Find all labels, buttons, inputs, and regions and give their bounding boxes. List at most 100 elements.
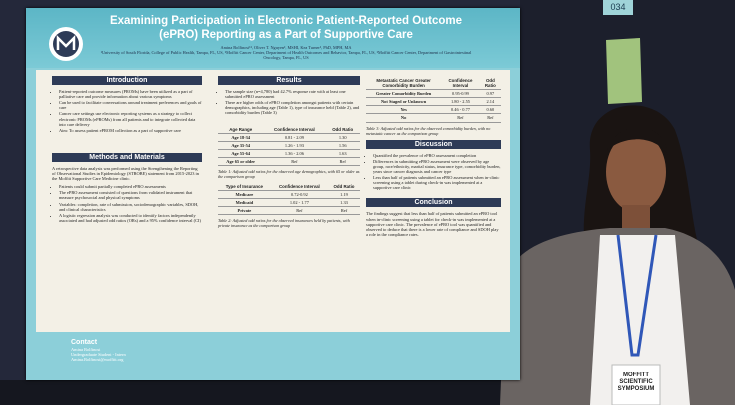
contact-lines: Amina Bolfinosi Undergraduate Student - I… <box>71 347 126 362</box>
table-cell: 0.95-0.99 <box>441 89 480 99</box>
table-cell: 1.19 <box>328 190 360 200</box>
column-1: Introduction Patient-reported outcome me… <box>52 72 202 224</box>
table-row: Yes 0.46 - 0.77 0.60 <box>366 105 501 115</box>
table-cell: Private <box>218 206 271 216</box>
bullet: Variables: completion, rate of submissio… <box>59 202 202 212</box>
contact-line: Undergraduate Student - Intern <box>71 352 126 357</box>
header-cell: Confidence Interval <box>441 77 480 91</box>
affiliations: ¹University of South Florida, College of… <box>100 50 472 60</box>
bullet-list: Patient-reported outcome measures (PROMs… <box>52 89 202 133</box>
bullet: Can be used to facilitate conversations … <box>59 100 202 110</box>
table-row: Not Staged or Unknown 1.80 - 2.55 2.14 <box>366 97 501 107</box>
bullet: There are higher odds of ePRO completion… <box>225 100 360 115</box>
contact-line: Amina Bolfinosi <box>71 347 101 352</box>
bullet: The ePRO assessment consisted of questio… <box>59 190 202 200</box>
bullet: The sample size (n=4,780) had 42.7% resp… <box>225 89 360 99</box>
contact: Contact Amina Bolfinosi Undergraduate Stu… <box>71 338 126 362</box>
table-header-row: Type of Insurance Confidence Interval Odd … <box>218 183 360 192</box>
section-heading: Conclusion <box>366 198 501 208</box>
column-3: Metastatic Cancer Greater Comorbidity Bu… <box>366 74 501 240</box>
table-cell: 0.97 <box>479 89 501 99</box>
table-cell: 1.56 <box>325 141 360 150</box>
table-cell: Medicaid <box>218 198 271 208</box>
section-heading: Discussion <box>366 139 501 149</box>
name-tag-text-box: MOFFITT SCIENTIFIC SYMPOSIUM <box>618 372 655 392</box>
table-cell: Ref <box>270 206 329 216</box>
table-cell: Yes <box>366 105 442 115</box>
table-cell: Age 18-34 <box>218 133 264 142</box>
column-2: Results The sample size (n=4,780) had 42… <box>218 72 360 232</box>
section-heading: Introduction <box>52 76 202 86</box>
table-cell: 2.14 <box>479 97 501 107</box>
table-row: Age 35-54 1.26 - 1.93 1.56 <box>218 141 360 150</box>
table-caption: Table 3: Adjusted odd ratios for the obs… <box>366 125 491 136</box>
bullet: Less than half of patients submitted an … <box>373 175 501 190</box>
table-cell: 0.72-0.92 <box>270 190 329 200</box>
booth-sign <box>603 0 633 15</box>
table-row: Age 65 or older Ref Ref <box>218 157 360 167</box>
table-cell: Ref <box>328 206 360 216</box>
contact-line: Amina.Bolfinosi@moffitt.org <box>71 357 124 362</box>
lanyard <box>616 234 658 357</box>
authors-block: Amina Bolfinosi¹², Oliver T. Nguyen³, MS… <box>96 45 476 60</box>
title-banner: Examining Participation in Electronic Pa… <box>26 8 520 68</box>
header-cell: Age Range <box>218 125 264 134</box>
paragraph: A retrospective data analysis was perfor… <box>52 165 199 182</box>
authors: Amina Bolfinosi¹², Oliver T. Nguyen³, MS… <box>220 45 352 50</box>
contact-heading: Contact <box>71 339 98 346</box>
header-cell: Type of Insurance <box>218 183 271 192</box>
table-cell: Not Staged or Unknown <box>366 97 442 107</box>
header-cell: Confidence Interval <box>263 125 326 134</box>
logo <box>49 27 83 61</box>
table-cell: 1.26 - 1.93 <box>263 141 326 150</box>
table-cell: 1.80 - 2.55 <box>441 97 480 107</box>
table-row: No Ref Ref <box>366 113 501 123</box>
bullet: Aim: To assess patient ePROM collection … <box>59 128 202 133</box>
poster-body: Introduction Patient-reported outcome me… <box>36 70 510 332</box>
sticky-note <box>606 38 642 104</box>
table-cell: Ref <box>441 113 480 123</box>
shirt <box>590 235 690 405</box>
header-cell: Odd Ratio <box>325 125 360 134</box>
name-tag <box>611 364 661 405</box>
bullet: Cancer care settings use electronic repo… <box>59 111 202 126</box>
section-heading: Results <box>218 76 360 86</box>
table-cell: 0.46 - 0.77 <box>441 105 480 115</box>
table-cell: 1.36 - 2.06 <box>263 149 326 158</box>
table-cell: 1.02 - 1.77 <box>270 198 329 208</box>
table-caption: Table 2: Adjusted odd ratios for the obs… <box>218 218 350 229</box>
table-cell: 0.81 - 2.09 <box>263 133 326 142</box>
table-row: Private Ref Ref <box>218 206 360 216</box>
table-cell: Ref <box>325 157 360 167</box>
table-cell: Medicare <box>218 190 271 200</box>
table-cell: Age 55-64 <box>218 149 264 158</box>
bullet-list: Patients could submit partially complete… <box>52 184 202 223</box>
header-cell: Metastatic Cancer Greater Comorbidity Bu… <box>366 77 442 91</box>
table: Age Range Confidence Interval Odd Ratio Age… <box>218 125 360 167</box>
table-cell: Age 35-54 <box>218 141 264 150</box>
table-row: Medicare 0.72-0.92 1.19 <box>218 190 360 200</box>
bullet-list: The sample size (n=4,780) had 42.7% resp… <box>218 89 360 115</box>
bullet: A logistic regression analysis was condu… <box>59 213 202 223</box>
table-header-row: Metastatic Cancer Greater Comorbidity Bu… <box>366 77 501 91</box>
table-row: Greater Comorbidity Burden 0.95-0.99 0.97 <box>366 89 501 99</box>
bullet: Patient-reported outcome measures (PROMs… <box>59 89 202 99</box>
table-cell: Ref <box>479 113 501 123</box>
table-cell: 1.30 <box>325 133 360 142</box>
hair-front <box>607 127 668 155</box>
paragraph: The findings suggest that less than half… <box>366 211 499 237</box>
poster-title: Examining Participation in Electronic Pa… <box>109 15 463 41</box>
table-row: Age 18-34 0.81 - 2.09 1.30 <box>218 133 360 142</box>
table-cell: Ref <box>263 157 326 167</box>
header-cell: Odd Ratio <box>479 77 501 91</box>
table-row: Age 55-64 1.36 - 2.06 1.63 <box>218 149 360 158</box>
bullet: Quantified the prevalence of ePRO assess… <box>373 153 501 158</box>
header-cell: Confidence Interval <box>270 183 329 192</box>
table: Metastatic Cancer Greater Comorbidity Bu… <box>366 77 501 123</box>
table-header-row: Age Range Confidence Interval Odd Ratio <box>218 125 360 134</box>
poster: Examining Participation in Electronic Pa… <box>26 8 520 380</box>
table-cell: Greater Comorbidity Burden <box>366 89 442 99</box>
table: Type of Insurance Confidence Interval Odd … <box>218 183 360 216</box>
